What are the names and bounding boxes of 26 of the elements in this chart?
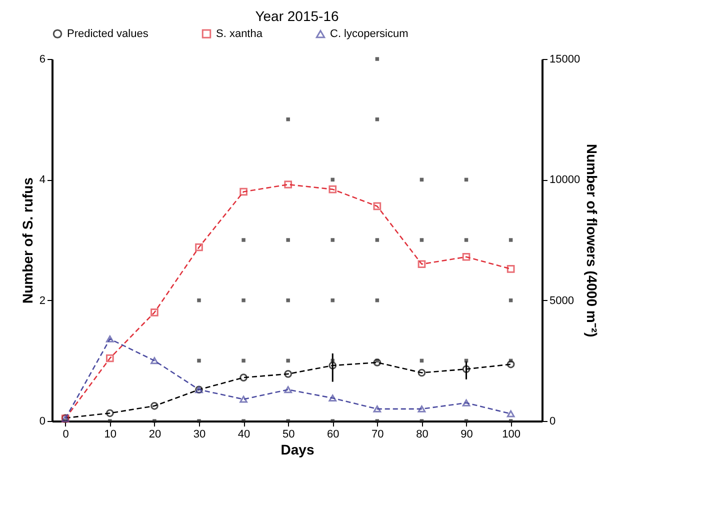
x-tick-label: 80 — [416, 428, 428, 440]
x-tick-label: 60 — [327, 428, 340, 440]
x-tick-label: 10 — [104, 428, 117, 440]
y-tick-label: 6 — [39, 54, 46, 66]
x-tick-label: 40 — [238, 428, 250, 440]
x-tick-label: 100 — [502, 428, 520, 440]
y-tick-label: 4 — [39, 174, 46, 186]
x-tick-label: 30 — [193, 428, 206, 440]
x-tick-label: 70 — [372, 428, 384, 440]
y-tick-label: 0 — [39, 416, 46, 428]
y2-tick-label: 10000 — [550, 174, 580, 186]
x-tick-label: 0 — [62, 428, 69, 440]
chart-title: Year 2015-16 — [255, 8, 339, 24]
x-tick-label: 90 — [460, 428, 473, 440]
y-axis-title: Number of S. rufus — [19, 177, 36, 304]
x-tick-label: 50 — [282, 428, 295, 440]
legend-label: S. xantha — [216, 28, 264, 40]
y2-tick-label: 5000 — [550, 294, 574, 307]
x-tick-label: 20 — [148, 428, 162, 440]
legend-label: Predicted values — [67, 28, 149, 40]
y2-tick-label: 15000 — [550, 54, 580, 66]
x-axis-title: Days — [280, 442, 314, 458]
legend-label: C. lycopersicum — [330, 28, 408, 40]
y2-tick-label: 0 — [550, 416, 556, 428]
y-tick-label: 2 — [39, 294, 46, 307]
y2-axis-title: Number of flowers (4000 m⁻²) — [584, 144, 600, 338]
